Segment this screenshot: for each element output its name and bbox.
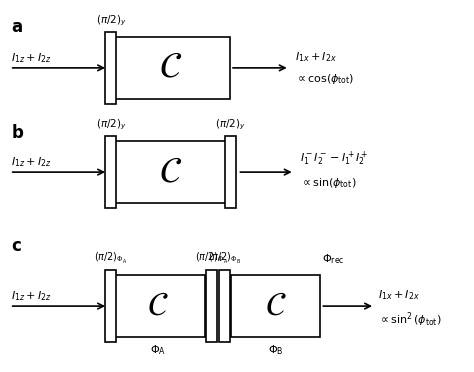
Text: $\propto\sin^2(\phi_{\mathrm{tot}})$: $\propto\sin^2(\phi_{\mathrm{tot}})$ [378,310,442,329]
Text: $I_{1z} + I_{2z}$: $I_{1z} + I_{2z}$ [11,51,51,65]
Text: $I_1^- I_2^- - I_1^+ I_2^+$: $I_1^- I_2^- - I_1^+ I_2^+$ [300,150,368,168]
Text: c: c [12,237,22,254]
Text: $I_{1z} + I_{2z}$: $I_{1z} + I_{2z}$ [11,289,51,303]
Bar [111,141,230,203]
Text: a: a [12,18,23,36]
Bar [106,270,117,342]
Bar [106,137,117,208]
Text: $\propto\sin(\phi_{\mathrm{tot}})$: $\propto\sin(\phi_{\mathrm{tot}})$ [300,176,356,190]
Text: $(\pi/2)_{\Phi_{\mathrm{B}}}$: $(\pi/2)_{\Phi_{\mathrm{B}}}$ [208,251,241,266]
Text: $(\pi/2)_{\Phi_{\mathrm{A}}}$: $(\pi/2)_{\Phi_{\mathrm{A}}}$ [195,251,228,266]
Text: $\mathcal{C}$: $\mathcal{C}$ [265,290,286,322]
Text: $(\pi/2)_y$: $(\pi/2)_y$ [215,118,246,132]
Bar [219,270,230,342]
Bar [231,275,320,337]
Text: $I_{1x} + I_{2x}$: $I_{1x} + I_{2x}$ [378,288,419,302]
Text: $(\pi/2)_y$: $(\pi/2)_y$ [96,14,126,28]
Bar [225,137,236,208]
Text: $\mathcal{C}$: $\mathcal{C}$ [147,290,169,322]
Bar [106,32,117,104]
Bar [111,275,205,337]
Text: $\Phi_{\mathrm{rec}}$: $\Phi_{\mathrm{rec}}$ [322,253,345,266]
Bar [111,37,230,99]
Text: b: b [12,125,24,142]
Text: $\Phi_{\mathrm{B}}$: $\Phi_{\mathrm{B}}$ [268,343,283,357]
Text: $(\pi/2)_y$: $(\pi/2)_y$ [96,118,126,132]
Text: $I_{1x} + I_{2x}$: $I_{1x} + I_{2x}$ [294,50,336,64]
Bar [206,270,217,342]
Text: $\propto\cos(\phi_{\mathrm{tot}})$: $\propto\cos(\phi_{\mathrm{tot}})$ [294,72,354,86]
Text: $\Phi_{\mathrm{A}}$: $\Phi_{\mathrm{A}}$ [150,343,166,357]
Text: $I_{1z} + I_{2z}$: $I_{1z} + I_{2z}$ [11,155,51,169]
Text: $\mathcal{C}$: $\mathcal{C}$ [159,51,182,85]
Text: $(\pi/2)_{\Phi_{\mathrm{A}}}$: $(\pi/2)_{\Phi_{\mathrm{A}}}$ [94,251,128,266]
Text: $\mathcal{C}$: $\mathcal{C}$ [159,155,182,189]
